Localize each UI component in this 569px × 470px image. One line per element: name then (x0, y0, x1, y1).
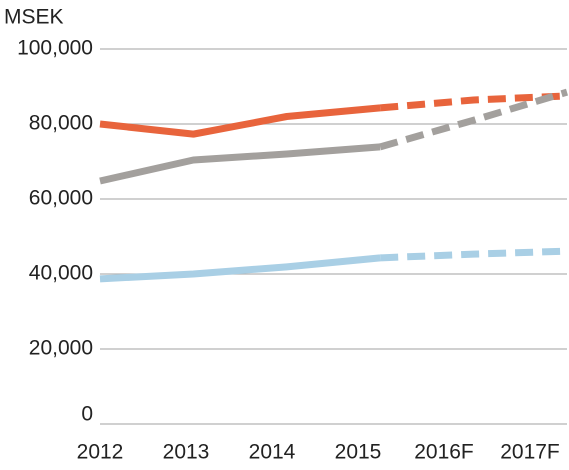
forecast-line (380, 247, 568, 262)
y-tick-label: 40,000 (29, 262, 93, 285)
line (99, 143, 381, 185)
line (99, 254, 381, 283)
chart-title: MSEK (4, 6, 64, 29)
y-tick-label: 80,000 (29, 112, 93, 135)
forecast-line (379, 88, 569, 151)
x-tick-label: 2017F (500, 441, 560, 464)
y-tick-label: 0 (81, 403, 93, 426)
x-tick-label: 2012 (77, 441, 124, 464)
x-tick-label: 2014 (249, 441, 296, 464)
x-tick-label: 2016F (414, 441, 474, 464)
y-tick-label: 20,000 (29, 337, 93, 360)
y-tick-label: 100,000 (17, 37, 93, 60)
line (99, 104, 381, 138)
x-tick-label: 2015 (335, 441, 382, 464)
forecast-line (379, 92, 568, 112)
x-tick-label: 2013 (163, 441, 210, 464)
y-tick-label: 60,000 (29, 187, 93, 210)
